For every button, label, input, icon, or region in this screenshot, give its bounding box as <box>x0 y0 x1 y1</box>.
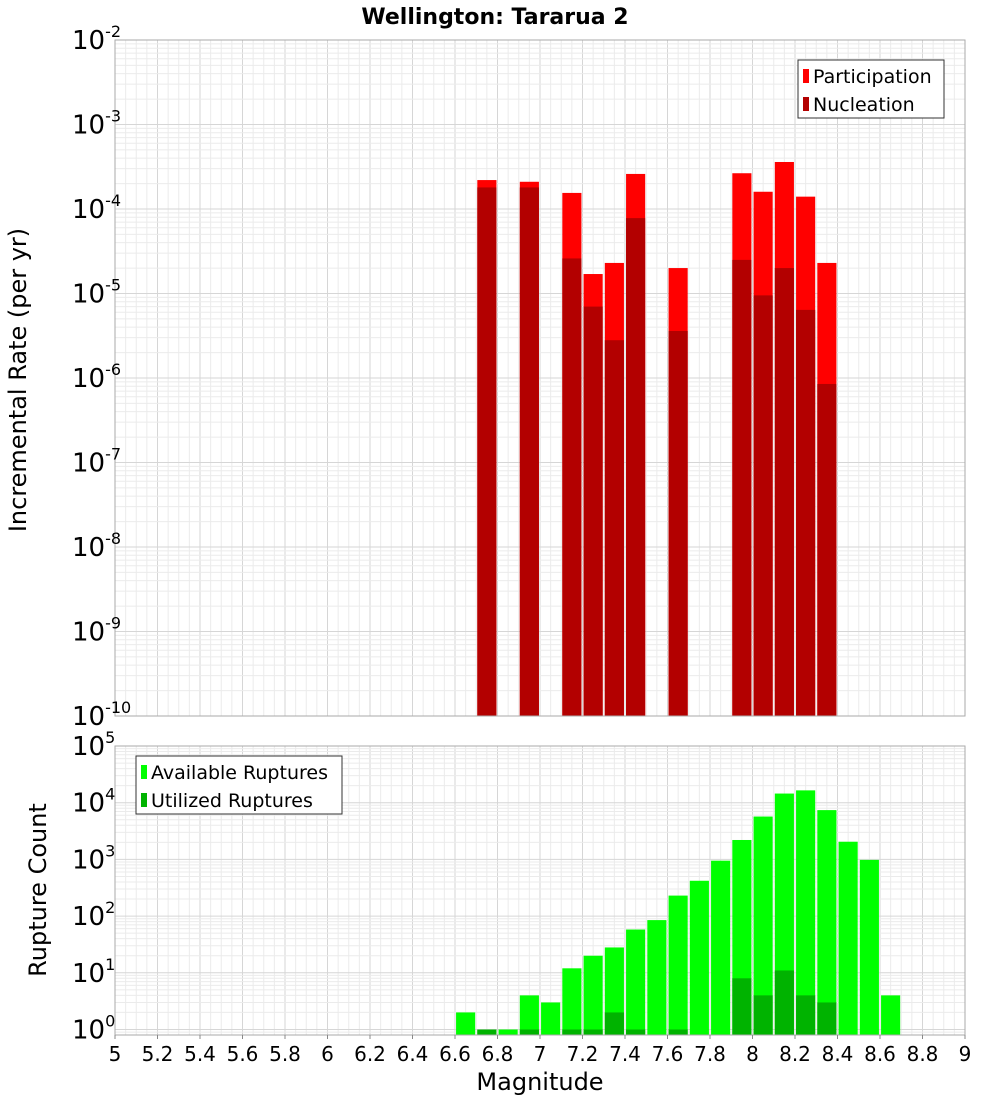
nucleation-bar <box>604 340 624 716</box>
rate-legend-box <box>797 59 945 119</box>
magnitude-axis-label: Magnitude <box>476 1068 603 1096</box>
nucleation-bar <box>732 259 752 716</box>
utilized-ruptures-bar <box>604 1012 624 1035</box>
x-tick-label: 6 <box>321 1042 334 1066</box>
utilized-ruptures-bar <box>817 1002 837 1035</box>
utilized-ruptures-bar <box>477 1029 497 1035</box>
x-tick-label: 6.4 <box>397 1042 429 1066</box>
available-ruptures-bar <box>859 859 879 1035</box>
nucleation-bar <box>562 258 582 716</box>
available-ruptures-bar <box>796 790 816 1035</box>
rate-y-tick-label: 10-5 <box>72 276 121 310</box>
utilized-ruptures-bar <box>732 978 752 1035</box>
utilized-ruptures-legend-label: Utilized Ruptures <box>151 790 313 812</box>
count-y-tick-label: 105 <box>72 728 115 762</box>
count-y-tick-label: 104 <box>72 785 115 819</box>
x-tick-label: 8.4 <box>822 1042 854 1066</box>
x-tick-label: 8.2 <box>779 1042 811 1066</box>
x-tick-label: 7.8 <box>694 1042 726 1066</box>
x-tick-label: 8.6 <box>864 1042 896 1066</box>
utilized-ruptures-bar <box>796 995 816 1035</box>
x-tick-label: 5.6 <box>227 1042 259 1066</box>
nucleation-bar <box>796 309 816 716</box>
participation-legend-swatch <box>803 69 809 83</box>
nucleation-bar <box>668 330 688 716</box>
x-tick-label: 8 <box>746 1042 759 1066</box>
rate-y-tick-label: 10-6 <box>72 360 121 394</box>
available-ruptures-bar <box>817 810 837 1035</box>
utilized-ruptures-legend-swatch <box>141 793 147 807</box>
rate-y-tick-label: 10-10 <box>72 698 131 732</box>
x-tick-label: 9 <box>959 1042 972 1066</box>
available-ruptures-bar <box>562 968 582 1035</box>
rate-y-tick-label: 10-4 <box>72 191 121 225</box>
available-ruptures-legend-swatch <box>141 765 147 779</box>
x-tick-label: 7.6 <box>652 1042 684 1066</box>
x-tick-label: 5.2 <box>142 1042 174 1066</box>
utilized-ruptures-bar <box>668 1029 688 1035</box>
nucleation-bar <box>774 268 794 716</box>
available-ruptures-bar <box>838 841 858 1035</box>
count-y-tick-label: 102 <box>72 898 115 932</box>
utilized-ruptures-bar <box>774 970 794 1035</box>
nucleation-bar <box>477 187 497 717</box>
nucleation-bar <box>519 187 539 717</box>
rate-y-tick-label: 10-9 <box>72 614 121 648</box>
available-ruptures-bar <box>626 929 646 1035</box>
x-tick-label: 7.4 <box>609 1042 641 1066</box>
utilized-ruptures-bar <box>519 1029 539 1035</box>
available-ruptures-bar <box>541 1002 561 1035</box>
count-y-tick-label: 101 <box>72 955 115 989</box>
available-ruptures-bar <box>711 860 731 1035</box>
utilized-ruptures-bar <box>583 1029 603 1035</box>
count-y-tick-label: 103 <box>72 841 115 875</box>
rate-axis-label: Incremental Rate (per yr) <box>4 228 32 532</box>
available-ruptures-bar <box>498 1029 518 1035</box>
nucleation-legend-swatch <box>803 97 809 111</box>
rate-frame <box>114 39 966 717</box>
nucleation-bar <box>626 218 646 716</box>
available-ruptures-bar <box>519 995 539 1035</box>
available-ruptures-bar <box>881 995 901 1035</box>
x-tick-label: 6.6 <box>439 1042 471 1066</box>
rupture-count-axis-label: Rupture Count <box>24 803 52 977</box>
nucleation-bar <box>753 295 773 716</box>
available-ruptures-legend-label: Available Ruptures <box>151 762 328 784</box>
x-tick-label: 7.2 <box>567 1042 599 1066</box>
utilized-ruptures-bar <box>562 1029 582 1035</box>
x-tick-label: 7 <box>534 1042 547 1066</box>
rate-y-tick-label: 10-8 <box>72 529 121 563</box>
available-ruptures-bar <box>668 895 688 1035</box>
participation-legend-label: Participation <box>813 66 932 88</box>
rate-y-tick-label: 10-2 <box>72 22 121 56</box>
count-legend-box <box>135 755 343 815</box>
count-y-tick-label: 100 <box>72 1012 115 1046</box>
x-tick-label: 6.8 <box>482 1042 514 1066</box>
available-ruptures-bar <box>456 1012 476 1035</box>
nucleation-bar <box>583 306 603 716</box>
x-tick-label: 5.4 <box>184 1042 216 1066</box>
available-ruptures-bar <box>753 816 773 1035</box>
rupture-count-panel: 100 101 102 103 104 105 5 5.2 5.4 5.6 5.8 6 6.2 6.4 6.… <box>72 728 971 1066</box>
available-ruptures-bar <box>583 955 603 1035</box>
rate-y-tick-label: 10-7 <box>72 445 121 479</box>
utilized-ruptures-bar <box>626 1029 646 1035</box>
x-tick-label: 8.8 <box>907 1042 939 1066</box>
chart-title: Wellington: Tararua 2 <box>361 5 628 30</box>
rate-panel: 10-10 10-9 10-8 10-7 10-6 10-5 10-4 10-3 10-2 Par… <box>72 22 966 732</box>
x-tick-label: 5.8 <box>269 1042 301 1066</box>
utilized-ruptures-bar <box>753 995 773 1035</box>
nucleation-legend-label: Nucleation <box>813 94 915 116</box>
x-tick-label: 5 <box>109 1042 122 1066</box>
rate-y-tick-label: 10-3 <box>72 107 121 141</box>
x-tick-label: 6.2 <box>354 1042 386 1066</box>
available-ruptures-bar <box>689 880 709 1035</box>
available-ruptures-bar <box>647 920 667 1035</box>
nucleation-bar <box>817 383 837 716</box>
